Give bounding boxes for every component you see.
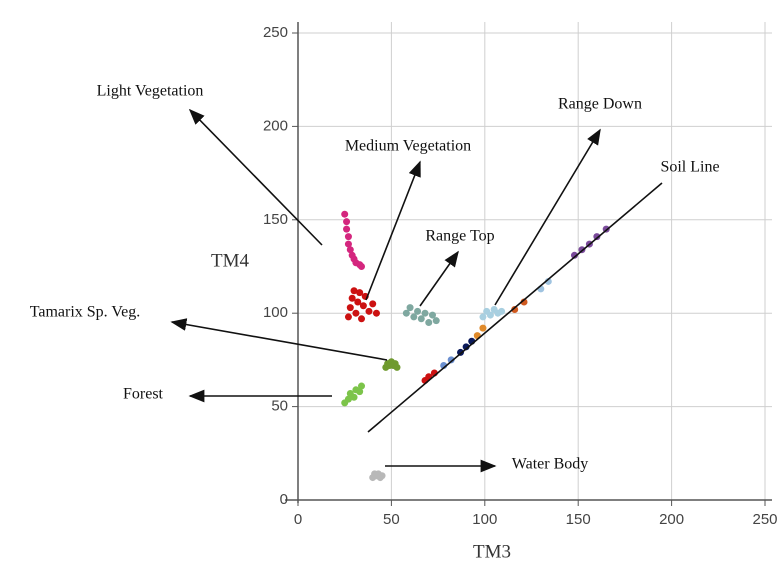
- point: [406, 304, 414, 312]
- point: [359, 302, 367, 310]
- arrow: [170, 318, 388, 361]
- point: [348, 294, 356, 302]
- y-tick-label: 50: [271, 398, 288, 415]
- x-tick-label: 0: [294, 511, 302, 528]
- point: [462, 343, 470, 351]
- point: [378, 472, 386, 480]
- point: [350, 287, 358, 295]
- point: [479, 324, 487, 332]
- point: [428, 311, 436, 319]
- point: [344, 240, 352, 248]
- point: [544, 277, 552, 285]
- points: [341, 210, 610, 482]
- point: [414, 307, 422, 315]
- annotation: Tamarix Sp. Veg.: [30, 304, 141, 321]
- y-tick-label: 200: [263, 117, 288, 134]
- arrow: [188, 108, 323, 246]
- point: [447, 356, 455, 364]
- point: [393, 363, 401, 371]
- point: [350, 393, 358, 401]
- annotation: Range Down: [558, 96, 642, 113]
- y-tick-label: 100: [263, 304, 288, 321]
- x-tick-label: 100: [472, 511, 497, 528]
- point: [358, 382, 366, 390]
- grid: [292, 22, 772, 506]
- x-tick-label: 200: [659, 511, 684, 528]
- point: [417, 315, 425, 323]
- x-tick-label: 250: [752, 511, 777, 528]
- point: [479, 313, 487, 321]
- point: [570, 251, 578, 259]
- arrow: [365, 160, 421, 301]
- point: [352, 309, 360, 317]
- x-tick-label: 150: [566, 511, 591, 528]
- point: [346, 304, 354, 312]
- point: [486, 311, 494, 319]
- point: [593, 233, 601, 241]
- point: [343, 225, 351, 233]
- annotation: Soil Line: [660, 159, 719, 176]
- point: [410, 313, 418, 321]
- point: [344, 395, 352, 403]
- point: [343, 218, 351, 226]
- point: [369, 300, 377, 308]
- x-axis-label: TM3: [473, 541, 511, 562]
- point: [520, 298, 528, 306]
- point: [344, 233, 352, 241]
- point: [425, 319, 433, 327]
- point: [356, 388, 364, 396]
- point: [358, 315, 366, 323]
- annotation: Medium Vegetation: [345, 138, 471, 155]
- x-tick-label: 50: [383, 511, 400, 528]
- point: [365, 307, 373, 315]
- point: [432, 317, 440, 325]
- point: [372, 309, 380, 317]
- point: [511, 305, 519, 313]
- point: [344, 313, 352, 321]
- point: [356, 289, 364, 297]
- y-tick-label: 150: [263, 211, 288, 228]
- point: [498, 307, 506, 315]
- point: [354, 298, 362, 306]
- point: [402, 309, 410, 317]
- annotation: Range Top: [425, 228, 494, 245]
- point: [346, 246, 354, 254]
- point: [421, 309, 429, 317]
- annotation: Forest: [123, 386, 164, 403]
- y-axis-label: TM4: [211, 250, 250, 271]
- y-tick-label: 250: [263, 24, 288, 41]
- annotation: Light Vegetation: [97, 83, 204, 100]
- arrow: [419, 250, 459, 307]
- point: [341, 210, 349, 218]
- y-tick-label: 0: [280, 491, 288, 508]
- soil-line: [367, 182, 663, 433]
- arrow: [494, 128, 601, 306]
- point: [358, 263, 366, 270]
- annotation: Water Body: [512, 456, 588, 473]
